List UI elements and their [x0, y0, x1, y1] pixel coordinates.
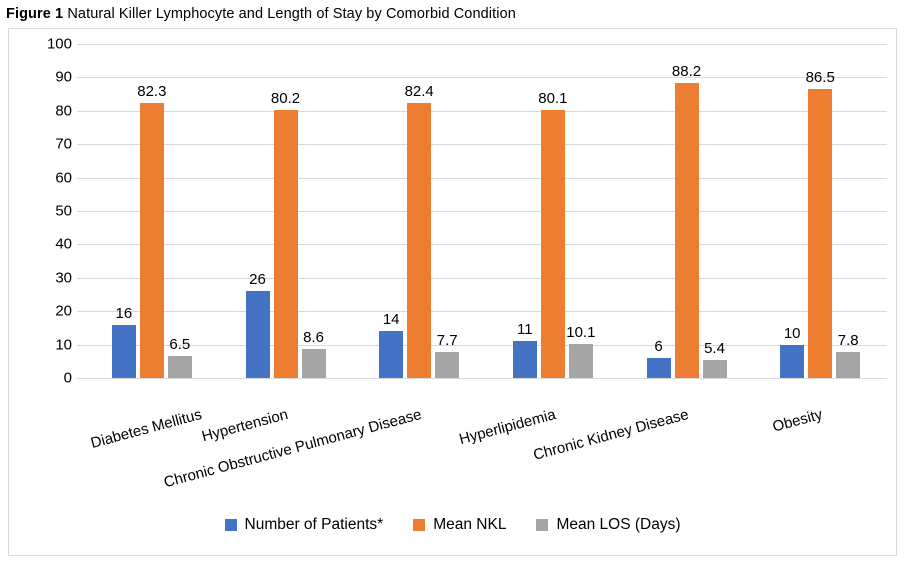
bar-group: 11 80.1 10.1	[486, 44, 620, 378]
bar: 16	[111, 305, 136, 378]
gridline	[85, 244, 887, 246]
bar-value-label: 88.2	[671, 63, 702, 81]
bar-group: 6 88.2 5.4	[620, 44, 754, 378]
y-tick-label: 0	[63, 369, 72, 387]
bar-value-label: 7.7	[436, 332, 458, 350]
bar: 88.2	[672, 63, 701, 378]
y-tick-mark	[77, 110, 85, 112]
gridline	[85, 311, 887, 313]
bar-value-label: 82.4	[404, 82, 434, 100]
bar: 7.7	[435, 332, 460, 378]
y-tick-mark	[77, 211, 85, 212]
x-label-anchor: Obesity	[85, 406, 825, 436]
bar-value-label: 82.3	[137, 83, 167, 101]
bar-group: 14 82.4 7.7	[352, 44, 486, 378]
y-tick-mark	[77, 277, 85, 279]
gridline	[85, 77, 887, 79]
gridline	[85, 144, 887, 146]
figure-title-text: Natural Killer Lymphocyte and Length of …	[67, 6, 516, 22]
legend-swatch-icon	[536, 519, 549, 531]
bar: 26	[245, 271, 270, 378]
bar: 80.1	[538, 90, 567, 378]
bar-value-label: 26	[249, 271, 266, 289]
y-tick-label: 30	[55, 269, 72, 287]
legend-label: Number of Patients*	[244, 516, 384, 533]
y-tick-mark	[77, 177, 85, 179]
bar-value-label: 80.1	[538, 90, 568, 108]
figure-number: Figure 1	[6, 6, 64, 22]
gridline	[85, 211, 887, 212]
bar: 5.4	[702, 340, 727, 378]
y-tick-label: 90	[55, 68, 72, 86]
plot-area: 100 90 80 70 60 50 40 30 20 10 0 16 82.3 6.5 26 80.2 8.6…	[47, 36, 887, 387]
y-tick-mark	[77, 144, 85, 146]
bars-layer: 16 82.3 6.5 26 80.2 8.6 14 82.4 7.7 11 80.1 10.1 6 88…	[85, 44, 887, 378]
gridline	[85, 177, 887, 179]
legend-swatch-icon	[224, 519, 237, 531]
bar: 14	[379, 311, 404, 378]
bar-group: 16 82.3 6.5	[85, 44, 219, 378]
bar-value-label: 80.2	[270, 90, 301, 108]
bar: 6.5	[167, 336, 192, 378]
legend-item: Number of Patients*	[224, 516, 384, 534]
bar-value-label: 7.8	[837, 331, 859, 349]
legend-item: Mean NKL	[413, 516, 506, 534]
bar-value-label: 6	[654, 337, 663, 355]
y-tick-mark	[77, 378, 85, 379]
bar: 10.1	[566, 324, 595, 378]
gridline	[85, 277, 887, 279]
bar: 82.3	[137, 83, 166, 378]
legend: Number of Patients* Mean NKL Mean LOS (Day…	[9, 516, 896, 534]
y-tick-mark	[77, 77, 85, 79]
bar: 7.8	[836, 332, 861, 378]
bar-value-label: 10	[783, 324, 801, 342]
bar: 10	[780, 325, 805, 378]
y-tick-mark	[77, 44, 85, 45]
bar-value-label: 8.6	[303, 329, 324, 347]
bar-value-label: 86.5	[805, 69, 835, 87]
legend-item: Mean LOS (Days)	[536, 516, 681, 534]
bar: 8.6	[301, 329, 326, 378]
x-category-label: Obesity	[771, 406, 825, 436]
y-tick-label: 80	[55, 102, 72, 120]
x-axis-line	[85, 378, 887, 379]
chart-container: 100 90 80 70 60 50 40 30 20 10 0 16 82.3 6.5 26 80.2 8.6…	[8, 28, 897, 556]
bar-value-label: 16	[115, 304, 133, 322]
bar: 86.5	[806, 69, 835, 378]
x-axis-labels: Diabetes Mellitus Hypertension Chronic Obs…	[85, 386, 887, 491]
bar-value-label: 14	[382, 311, 400, 329]
gridline	[85, 44, 887, 45]
y-tick-label: 40	[55, 235, 72, 253]
y-tick-label: 60	[55, 169, 72, 187]
legend-label: Mean NKL	[433, 516, 507, 533]
bar: 82.4	[405, 83, 434, 378]
y-tick-mark	[77, 244, 85, 246]
y-tick-label: 70	[55, 135, 72, 153]
figure-caption: Figure 1 Natural Killer Lymphocyte and L…	[6, 6, 516, 22]
y-tick-mark	[77, 311, 85, 313]
y-tick-label: 20	[55, 302, 72, 320]
y-tick-mark	[77, 344, 85, 346]
bar: 6	[646, 338, 671, 378]
y-tick-label: 100	[46, 35, 72, 53]
legend-label: Mean LOS (Days)	[556, 516, 681, 533]
y-tick-label: 50	[55, 202, 72, 220]
bar: 80.2	[271, 90, 300, 378]
gridline	[85, 344, 887, 346]
bar-value-label: 6.5	[169, 336, 191, 354]
bar-value-label: 10.1	[566, 324, 596, 342]
bar-group: 10 86.5 7.8	[753, 44, 887, 378]
gridline	[85, 110, 887, 112]
bar-value-label: 5.4	[704, 339, 725, 357]
y-tick-label: 10	[55, 336, 72, 354]
bar: 11	[512, 321, 537, 378]
bar-group: 26 80.2 8.6	[219, 44, 353, 378]
legend-swatch-icon	[413, 519, 426, 531]
bar-value-label: 11	[517, 321, 533, 339]
